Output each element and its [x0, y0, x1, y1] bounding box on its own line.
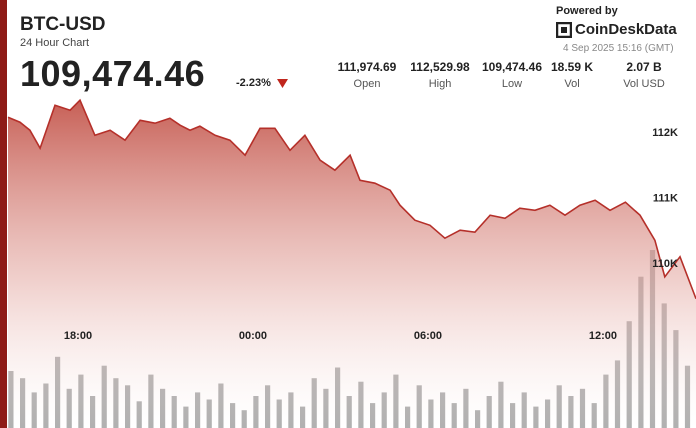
stat-label: Vol — [564, 78, 580, 90]
stat-value: 2.07 B — [626, 60, 662, 74]
x-tick-label: 18:00 — [64, 330, 92, 342]
stat-label: Vol USD — [623, 78, 665, 90]
down-arrow — [277, 79, 288, 88]
y-tick-label: 111K — [653, 193, 678, 205]
plot: 110K 111K 112K 18:00 00:00 06:00 12:00 — [7, 98, 696, 428]
stat: 112,529.98 High — [400, 60, 480, 90]
y-tick-label: 110K — [652, 258, 678, 270]
price: 109,474.46 — [20, 53, 206, 94]
stat-value: 111,974.69 — [337, 60, 397, 74]
powered-by: Powered by — [556, 5, 618, 17]
x-tick-label: 06:00 — [414, 330, 442, 342]
brand: CoinDeskData — [575, 21, 677, 38]
stat: 111,974.69 Open — [327, 60, 407, 90]
stat-label: Open — [353, 78, 381, 90]
stat-value: 112,529.98 — [410, 60, 470, 74]
stat: 2.07 B Vol USD — [604, 60, 684, 90]
x-tick-label: 00:00 — [239, 330, 267, 342]
side-accent — [0, 0, 7, 428]
y-tick-label: 112K — [652, 127, 678, 139]
subtitle: 24 Hour Chart — [20, 37, 90, 49]
stat-value: 18.59 K — [550, 60, 594, 74]
stat: 18.59 K Vol — [532, 60, 612, 90]
ticker: BTC-USD — [20, 14, 106, 35]
stat-value: 109,474.46 — [481, 60, 543, 74]
change: -2.23% — [236, 77, 271, 89]
price-line — [7, 98, 696, 299]
timestamp: 4 Sep 2025 15:16 (GMT) — [563, 43, 674, 54]
stat: 109,474.46 Low — [472, 60, 552, 90]
brand-logo — [556, 22, 572, 38]
area-fill — [8, 100, 696, 428]
stat-label: Low — [501, 78, 523, 90]
x-tick-label: 12:00 — [589, 330, 617, 342]
stat-label: High — [428, 78, 452, 90]
